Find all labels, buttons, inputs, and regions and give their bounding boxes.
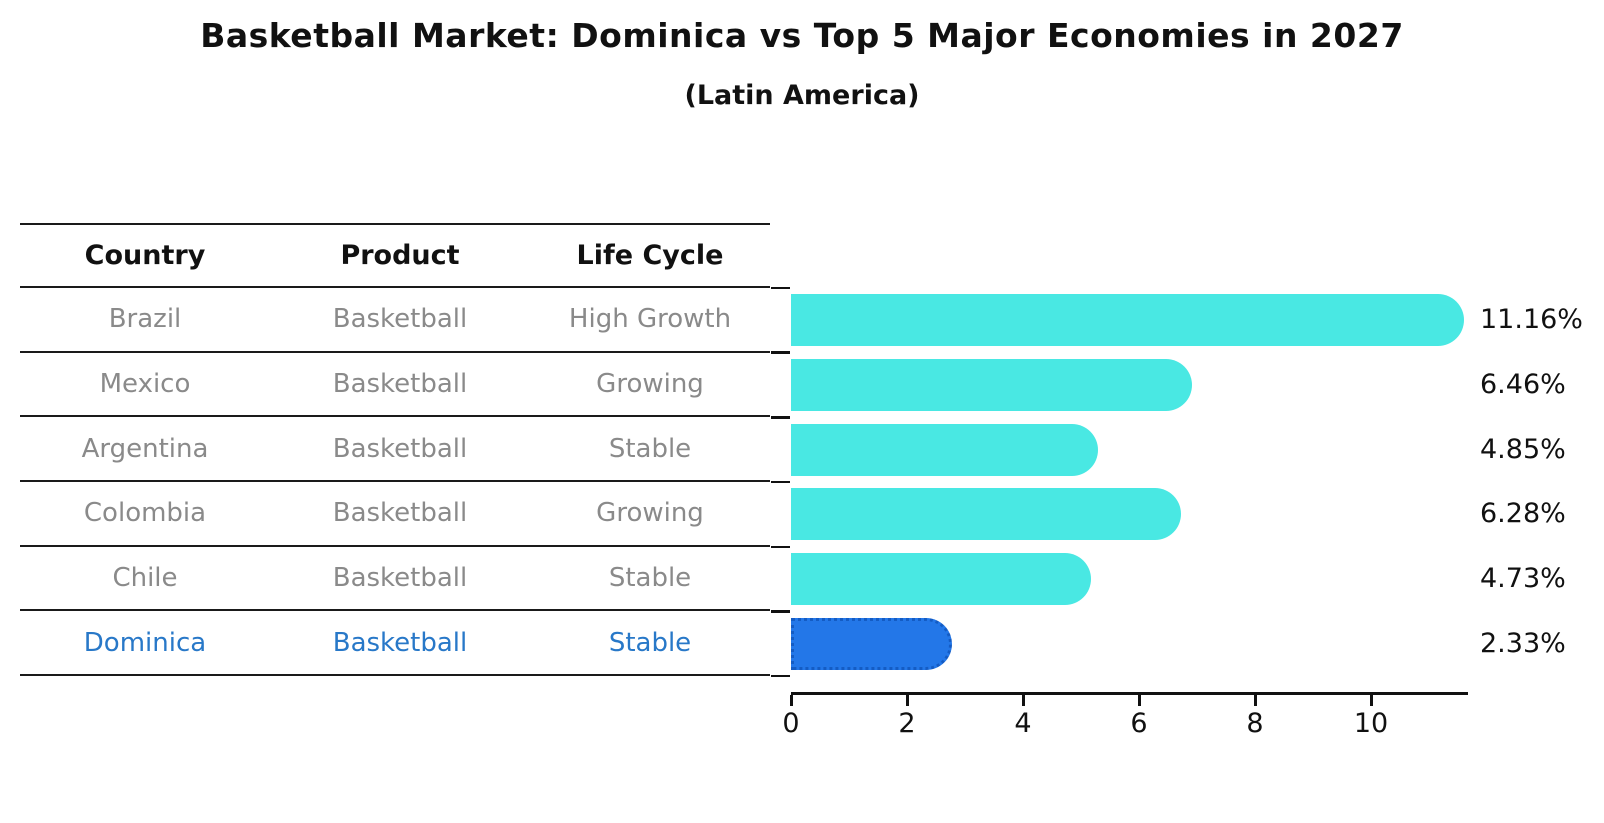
cell-product: Basketball (332, 433, 468, 464)
x-tick (1369, 695, 1373, 706)
x-tick (1137, 695, 1141, 706)
bar-value-label: 2.33% (1480, 627, 1566, 659)
column-header-country: Country (84, 240, 206, 271)
table-row-mexico: Mexico Basketball Growing (20, 353, 770, 418)
bar-value-label: 6.28% (1480, 498, 1566, 530)
y-tick (771, 480, 790, 484)
bar-dominica (791, 617, 953, 670)
bar-chile (791, 553, 1092, 606)
cell-lifecycle: Stable (608, 627, 692, 658)
bar-value-label: 6.46% (1480, 369, 1566, 401)
cell-country: Chile (112, 563, 178, 594)
y-tick (771, 416, 790, 419)
cell-country: Brazil (108, 304, 182, 335)
cell-product: Basketball (332, 563, 468, 594)
bar-mexico (791, 359, 1192, 412)
x-tick-label: 4 (1014, 708, 1032, 739)
x-tick-label: 10 (1353, 708, 1389, 739)
cell-country: Colombia (83, 498, 207, 529)
cell-product: Basketball (332, 498, 468, 529)
x-tick (1253, 695, 1257, 706)
x-axis-line (791, 692, 1468, 695)
cell-lifecycle: Growing (596, 369, 704, 400)
column-header-lifecycle: Life Cycle (576, 240, 724, 271)
x-tick-label: 8 (1246, 708, 1264, 739)
chart-subtitle: (Latin America) (684, 80, 920, 111)
y-tick (771, 610, 790, 613)
cell-product: Basketball (332, 304, 468, 335)
bar-argentina (791, 423, 1099, 476)
comparison-table: Country Product Life Cycle Brazil Basketb… (20, 223, 770, 677)
bar-value-label: 11.16% (1480, 304, 1583, 336)
x-tick-label: 6 (1130, 708, 1148, 739)
x-tick (905, 695, 909, 706)
bar-value-label: 4.85% (1480, 433, 1566, 465)
table-row-argentina: Argentina Basketball Stable (20, 417, 770, 483)
x-tick-label: 2 (898, 708, 916, 739)
cell-lifecycle: Growing (596, 498, 704, 529)
table-row-colombia: Colombia Basketball Growing (20, 482, 770, 547)
cell-product: Basketball (332, 369, 468, 400)
chart-title: Basketball Market: Dominica vs Top 5 Maj… (200, 16, 1404, 55)
x-tick (1021, 695, 1025, 706)
x-tick-label: 0 (782, 708, 800, 739)
cell-lifecycle: High Growth (568, 304, 732, 335)
cell-lifecycle: Stable (608, 563, 692, 594)
table-row-chile: Chile Basketball Stable (20, 547, 770, 612)
cell-country: Mexico (99, 369, 191, 400)
cell-country: Argentina (81, 433, 209, 464)
table-row-brazil: Brazil Basketball High Growth (20, 288, 770, 353)
bar-value-label: 4.73% (1480, 563, 1566, 595)
cell-lifecycle: Stable (608, 433, 692, 464)
y-tick (771, 286, 790, 290)
table-row-dominica: Dominica Basketball Stable (20, 611, 770, 677)
bar-brazil (791, 294, 1465, 347)
table-body: Brazil Basketball High Growth Mexico Basketb… (20, 288, 770, 677)
column-header-product: Product (340, 240, 460, 271)
cell-product: Basketball (332, 627, 468, 658)
cell-country: Dominica (83, 627, 207, 658)
table-header-row: Country Product Life Cycle (20, 223, 770, 288)
bar-colombia (791, 488, 1182, 541)
y-tick (771, 545, 790, 549)
x-tick (789, 695, 793, 706)
y-tick (771, 674, 790, 678)
y-tick (771, 351, 790, 354)
